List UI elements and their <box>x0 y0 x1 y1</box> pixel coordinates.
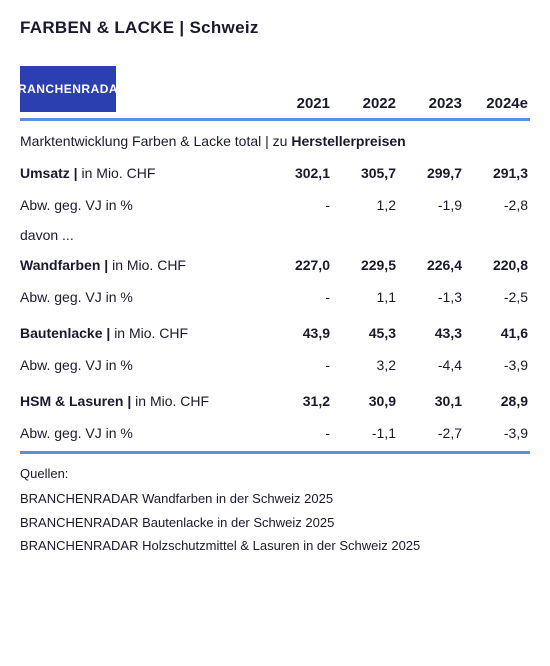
row-label: Bautenlacke | in Mio. CHF <box>20 325 266 341</box>
top-rule <box>20 118 530 121</box>
value-cell: 305,7 <box>332 165 398 181</box>
value-cell: 45,3 <box>332 325 398 341</box>
row-values: 227,0 229,5 226,4 220,8 <box>266 257 530 273</box>
value-cell: -1,3 <box>398 289 464 305</box>
value-cell: -2,8 <box>464 197 530 213</box>
row-label-strong: Wandfarben | <box>20 257 112 273</box>
value-cell: 28,9 <box>464 393 530 409</box>
value-cell: - <box>266 425 332 441</box>
row-label-delta: Abw. geg. VJ in % <box>20 289 266 305</box>
value-cell: -2,7 <box>398 425 464 441</box>
row-values: - 3,2 -4,4 -3,9 <box>266 357 530 373</box>
row-values: 43,9 45,3 43,3 41,6 <box>266 325 530 341</box>
row-label-delta: Abw. geg. VJ in % <box>20 357 266 373</box>
year-col: 2022 <box>332 95 398 112</box>
value-cell: 43,9 <box>266 325 332 341</box>
value-cell: 226,4 <box>398 257 464 273</box>
value-cell: -1,1 <box>332 425 398 441</box>
value-cell: 30,1 <box>398 393 464 409</box>
branchenradar-logo: BRANCHENRADAR <box>20 66 116 112</box>
row-label-unit: in Mio. CHF <box>114 325 188 341</box>
value-cell: 30,9 <box>332 393 398 409</box>
table-row: Abw. geg. VJ in % - 1,2 -1,9 -2,8 <box>20 197 530 213</box>
value-cell: 1,1 <box>332 289 398 305</box>
table-row: HSM & Lasuren | in Mio. CHF 31,2 30,9 30… <box>20 393 530 409</box>
davon-label: davon ... <box>20 227 530 243</box>
table-row: Abw. geg. VJ in % - -1,1 -2,7 -3,9 <box>20 425 530 441</box>
year-headers: 2021 2022 2023 2024e <box>266 95 530 112</box>
row-values: 302,1 305,7 299,7 291,3 <box>266 165 530 181</box>
page-title: FARBEN & LACKE | Schweiz <box>20 18 530 38</box>
value-cell: 291,3 <box>464 165 530 181</box>
value-cell: - <box>266 357 332 373</box>
table-row: Abw. geg. VJ in % - 3,2 -4,4 -3,9 <box>20 357 530 373</box>
table-row: Bautenlacke | in Mio. CHF 43,9 45,3 43,3… <box>20 325 530 341</box>
table-row: Abw. geg. VJ in % - 1,1 -1,3 -2,5 <box>20 289 530 305</box>
logo-text: BRANCHENRADAR <box>9 82 128 96</box>
value-cell: 227,0 <box>266 257 332 273</box>
value-cell: -2,5 <box>464 289 530 305</box>
bottom-rule <box>20 451 530 454</box>
year-col: 2023 <box>398 95 464 112</box>
row-label: Umsatz | in Mio. CHF <box>20 165 266 181</box>
year-col: 2021 <box>266 95 332 112</box>
source-line: BRANCHENRADAR Holzschutzmittel & Lasuren… <box>20 534 530 557</box>
row-label-unit: in Mio. CHF <box>135 393 209 409</box>
row-label-strong: Bautenlacke | <box>20 325 114 341</box>
value-cell: 302,1 <box>266 165 332 181</box>
value-cell: 299,7 <box>398 165 464 181</box>
value-cell: - <box>266 289 332 305</box>
row-label: HSM & Lasuren | in Mio. CHF <box>20 393 266 409</box>
source-line: BRANCHENRADAR Wandfarben in der Schweiz … <box>20 487 530 510</box>
header-row: BRANCHENRADAR 2021 2022 2023 2024e <box>20 66 530 112</box>
row-label-strong: Umsatz | <box>20 165 82 181</box>
value-cell: -4,4 <box>398 357 464 373</box>
value-cell: 43,3 <box>398 325 464 341</box>
row-values: - -1,1 -2,7 -3,9 <box>266 425 530 441</box>
source-line: BRANCHENRADAR Bautenlacke in der Schweiz… <box>20 511 530 534</box>
table-row: Umsatz | in Mio. CHF 302,1 305,7 299,7 2… <box>20 165 530 181</box>
table-row: Wandfarben | in Mio. CHF 227,0 229,5 226… <box>20 257 530 273</box>
value-cell: -1,9 <box>398 197 464 213</box>
sources-title: Quellen: <box>20 462 530 485</box>
value-cell: 229,5 <box>332 257 398 273</box>
subtitle-emph: Herstellerpreisen <box>291 133 405 149</box>
subtitle-pre: Marktentwicklung Farben & Lacke total | … <box>20 133 291 149</box>
row-label-strong: HSM & Lasuren | <box>20 393 135 409</box>
value-cell: 3,2 <box>332 357 398 373</box>
row-label-delta: Abw. geg. VJ in % <box>20 425 266 441</box>
value-cell: 41,6 <box>464 325 530 341</box>
row-label-unit: in Mio. CHF <box>82 165 156 181</box>
value-cell: -3,9 <box>464 425 530 441</box>
row-values: - 1,1 -1,3 -2,5 <box>266 289 530 305</box>
row-values: 31,2 30,9 30,1 28,9 <box>266 393 530 409</box>
sources-block: Quellen: BRANCHENRADAR Wandfarben in der… <box>20 462 530 558</box>
subtitle: Marktentwicklung Farben & Lacke total | … <box>20 133 530 149</box>
year-col: 2024e <box>464 95 530 112</box>
row-label: Wandfarben | in Mio. CHF <box>20 257 266 273</box>
row-values: - 1,2 -1,9 -2,8 <box>266 197 530 213</box>
value-cell: 1,2 <box>332 197 398 213</box>
value-cell: 31,2 <box>266 393 332 409</box>
row-label-delta: Abw. geg. VJ in % <box>20 197 266 213</box>
value-cell: -3,9 <box>464 357 530 373</box>
value-cell: 220,8 <box>464 257 530 273</box>
row-label-unit: in Mio. CHF <box>112 257 186 273</box>
value-cell: - <box>266 197 332 213</box>
